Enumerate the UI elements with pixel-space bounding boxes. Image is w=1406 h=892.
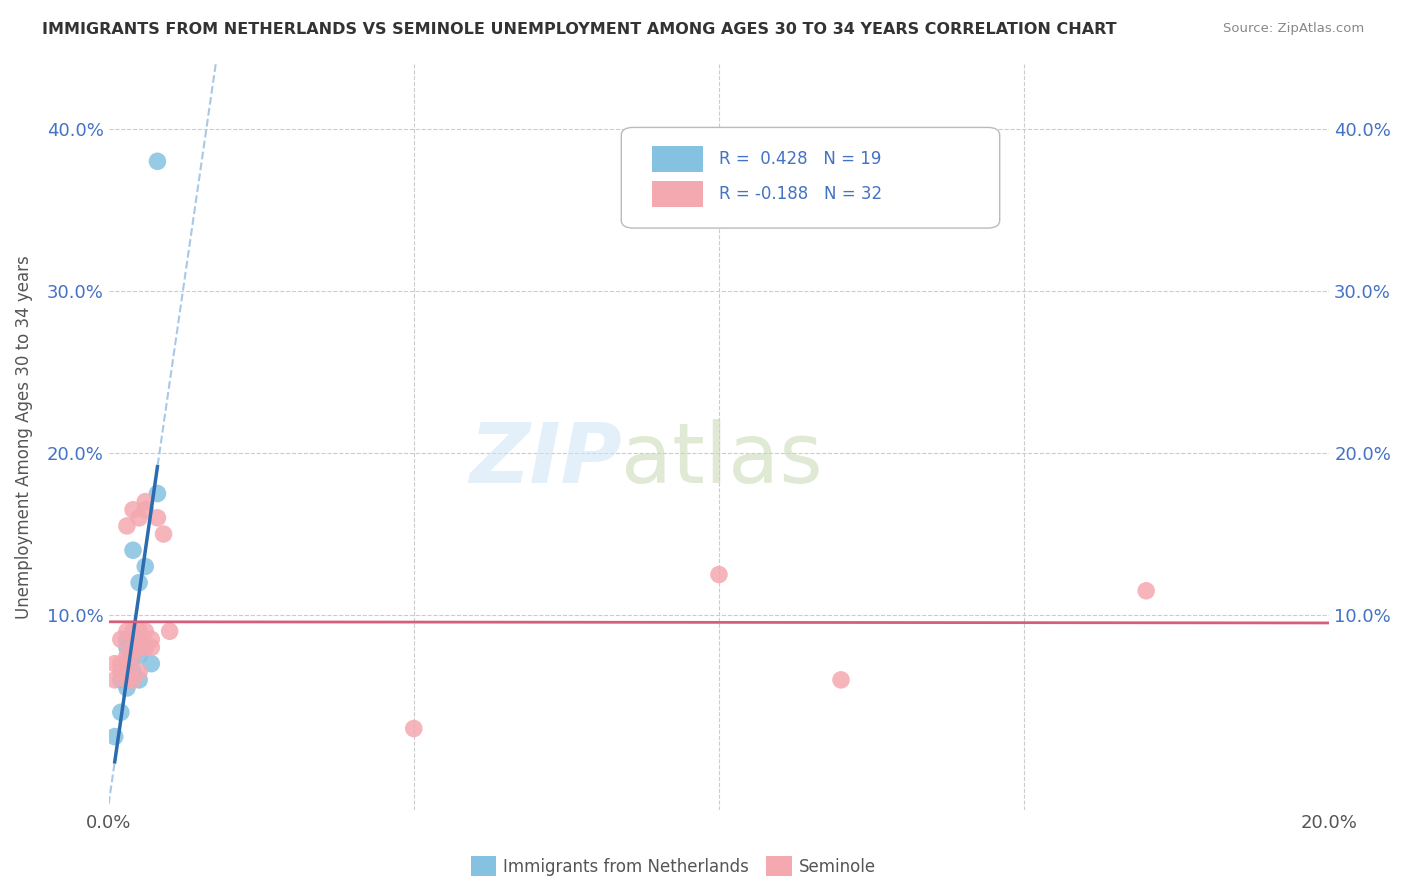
- Point: [115, 640, 138, 655]
- Bar: [652, 146, 703, 172]
- Bar: [652, 181, 703, 207]
- Point: [134, 640, 156, 655]
- Point: [1135, 583, 1157, 598]
- Point: [134, 640, 156, 655]
- Point: [128, 640, 150, 655]
- Point: [110, 657, 132, 671]
- Point: [104, 657, 127, 671]
- Point: [134, 494, 156, 508]
- Point: [134, 559, 156, 574]
- Text: atlas: atlas: [621, 418, 823, 500]
- Point: [122, 543, 145, 558]
- Point: [128, 575, 150, 590]
- Point: [707, 567, 730, 582]
- Point: [152, 527, 174, 541]
- Point: [115, 624, 138, 639]
- Point: [104, 730, 127, 744]
- Point: [128, 673, 150, 687]
- Point: [122, 640, 145, 655]
- Point: [141, 632, 163, 647]
- Point: [146, 486, 169, 500]
- Point: [110, 706, 132, 720]
- Point: [122, 648, 145, 663]
- Point: [115, 648, 138, 663]
- Point: [122, 673, 145, 687]
- Point: [402, 722, 425, 736]
- Point: [122, 648, 145, 663]
- Point: [128, 665, 150, 679]
- Point: [115, 681, 138, 695]
- Y-axis label: Unemployment Among Ages 30 to 34 years: Unemployment Among Ages 30 to 34 years: [15, 255, 32, 619]
- Point: [830, 673, 852, 687]
- Point: [128, 511, 150, 525]
- Point: [104, 673, 127, 687]
- Text: R = -0.188   N = 32: R = -0.188 N = 32: [718, 185, 882, 202]
- Point: [134, 502, 156, 516]
- Point: [115, 632, 138, 647]
- Point: [128, 648, 150, 663]
- Point: [146, 154, 169, 169]
- Point: [122, 665, 145, 679]
- Text: R =  0.428   N = 19: R = 0.428 N = 19: [718, 150, 882, 168]
- Point: [115, 657, 138, 671]
- Text: IMMIGRANTS FROM NETHERLANDS VS SEMINOLE UNEMPLOYMENT AMONG AGES 30 TO 34 YEARS C: IMMIGRANTS FROM NETHERLANDS VS SEMINOLE …: [42, 22, 1116, 37]
- Point: [110, 673, 132, 687]
- Point: [141, 640, 163, 655]
- Point: [134, 624, 156, 639]
- Text: ZIP: ZIP: [468, 418, 621, 500]
- Point: [146, 511, 169, 525]
- Text: Seminole: Seminole: [799, 858, 876, 876]
- Point: [128, 624, 150, 639]
- FancyBboxPatch shape: [621, 128, 1000, 228]
- Point: [115, 657, 138, 671]
- Point: [122, 624, 145, 639]
- Point: [122, 502, 145, 516]
- Point: [159, 624, 181, 639]
- Point: [128, 632, 150, 647]
- Point: [115, 673, 138, 687]
- Point: [110, 665, 132, 679]
- Point: [110, 632, 132, 647]
- Text: Immigrants from Netherlands: Immigrants from Netherlands: [503, 858, 749, 876]
- Point: [141, 657, 163, 671]
- Text: Source: ZipAtlas.com: Source: ZipAtlas.com: [1223, 22, 1364, 36]
- Point: [115, 519, 138, 533]
